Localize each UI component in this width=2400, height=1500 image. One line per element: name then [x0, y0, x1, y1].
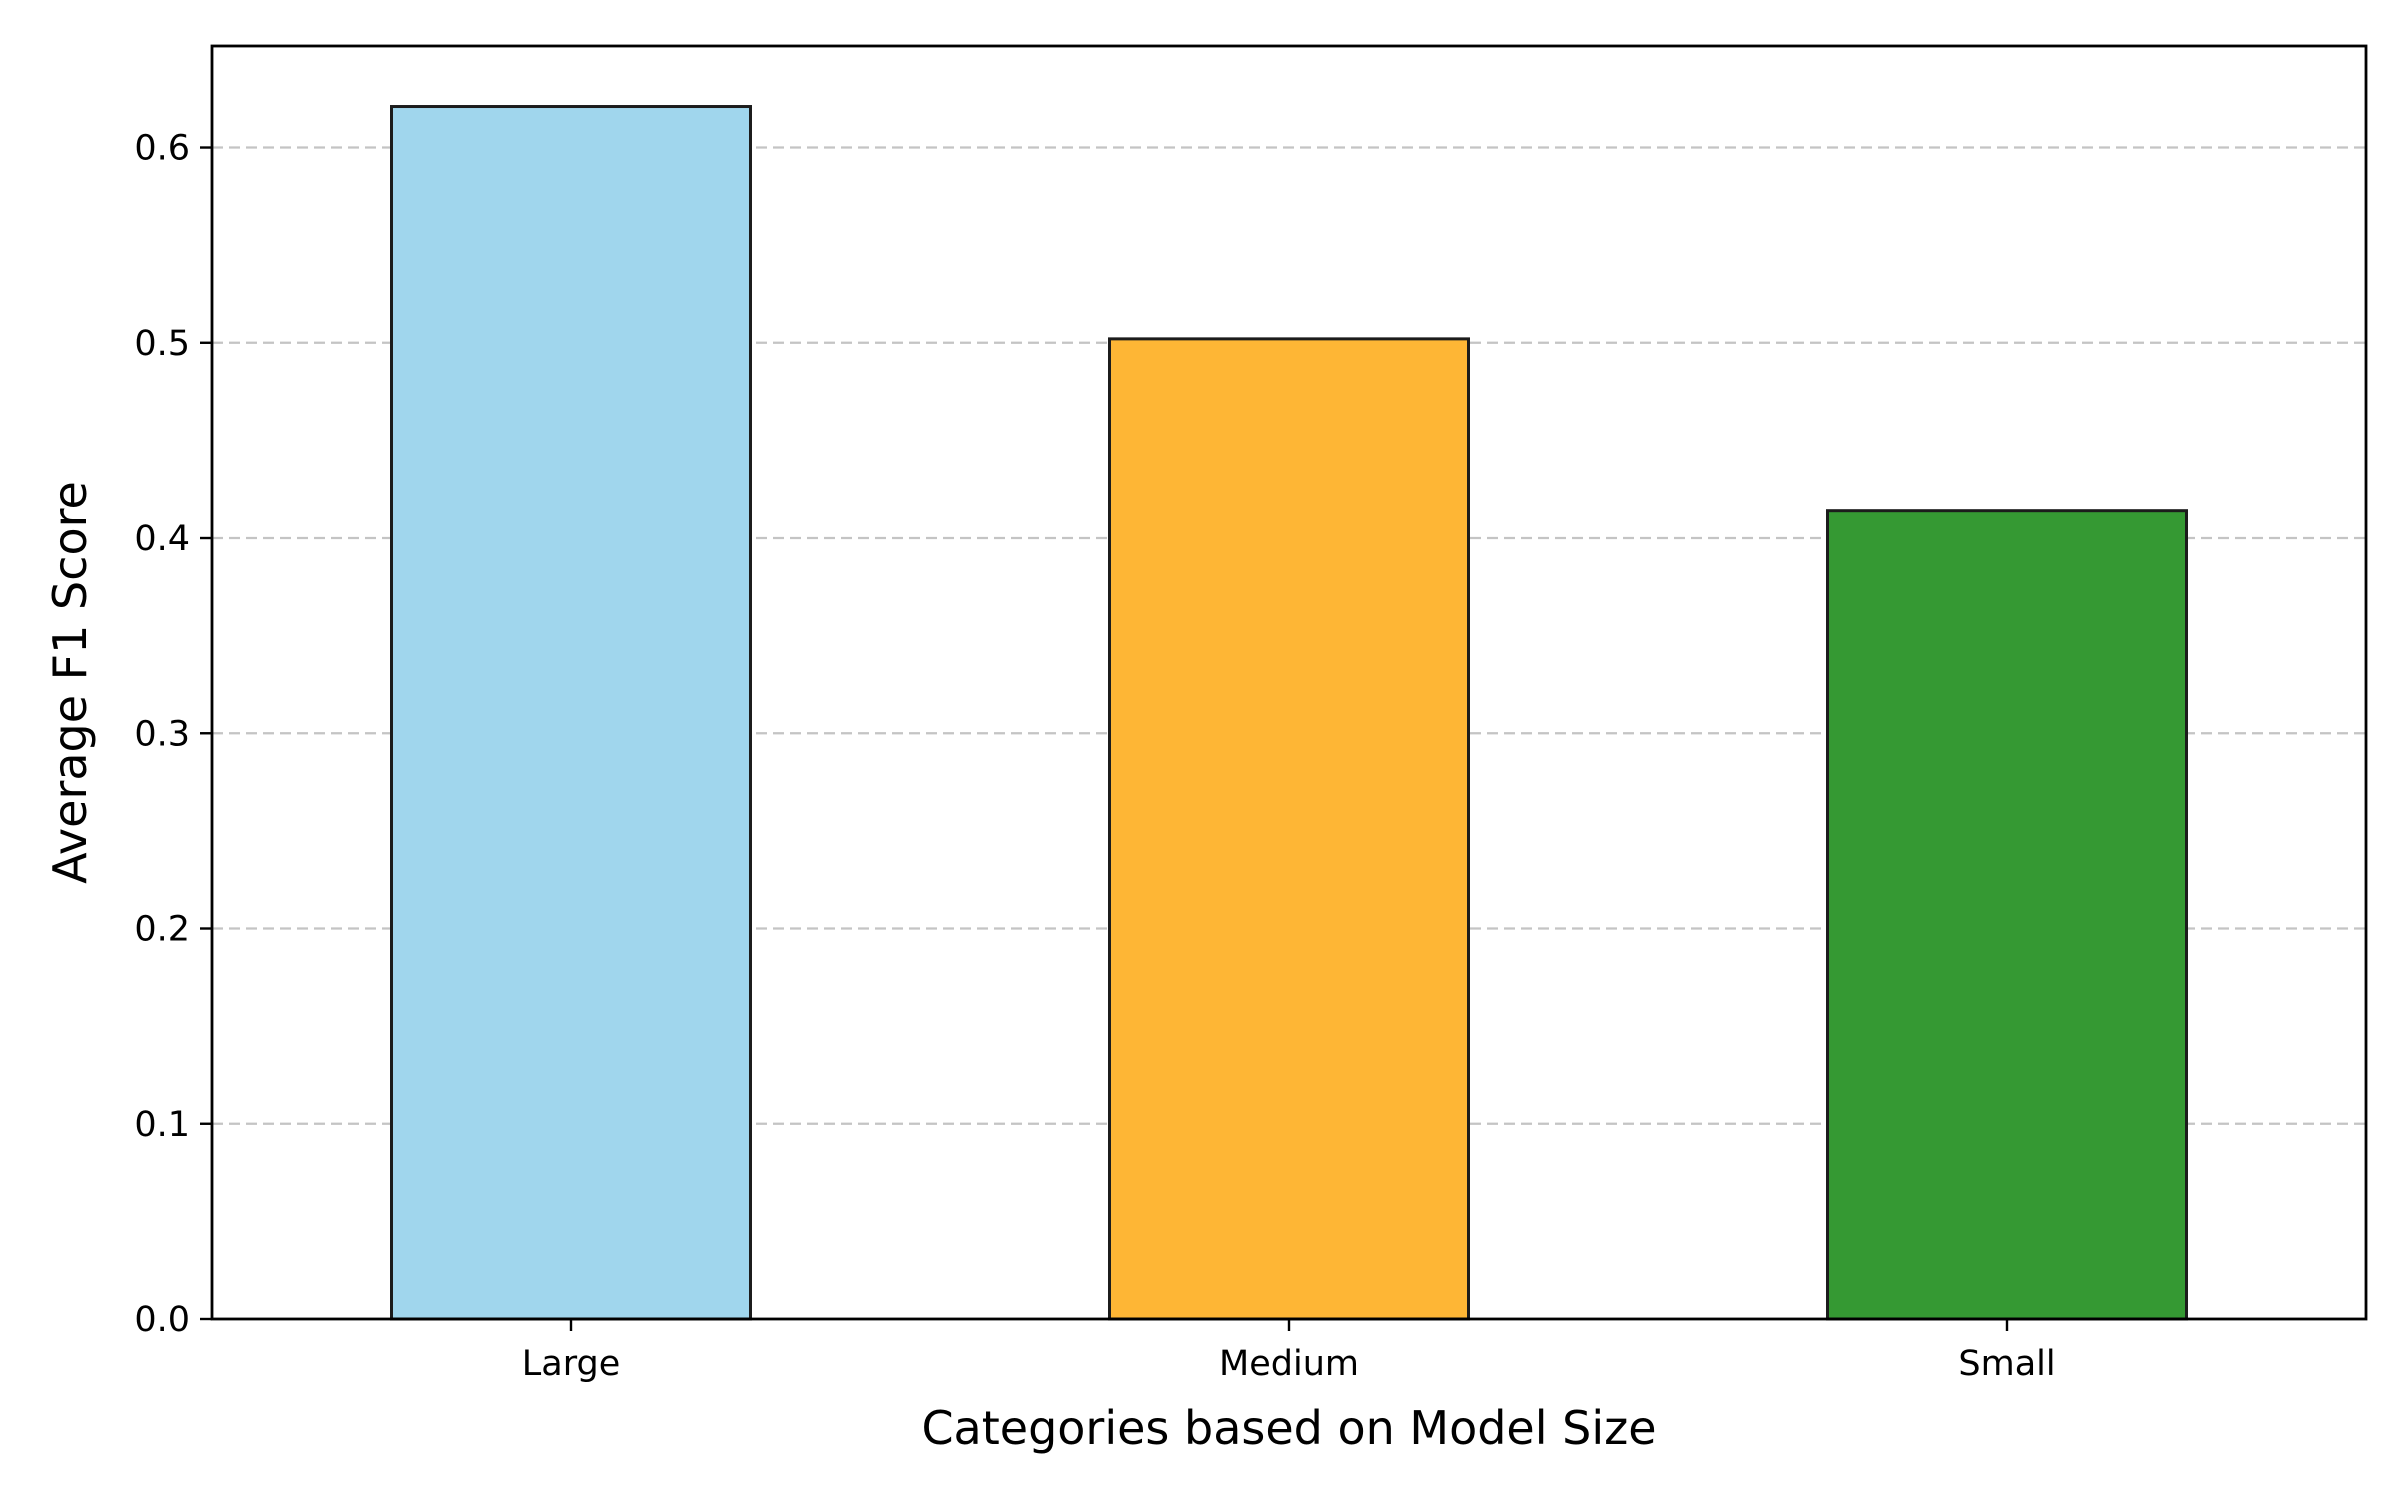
x-tick-label-large: Large — [522, 1344, 620, 1384]
x-tick-label-small: Small — [1958, 1344, 2055, 1384]
bars — [390, 105, 2188, 1321]
bar-large — [390, 105, 752, 1321]
y-tick-label-5: 0.5 — [134, 324, 190, 364]
y-tick-label-4: 0.4 — [134, 519, 190, 559]
y-tick-label-0: 0.0 — [134, 1300, 190, 1340]
bar-medium — [1108, 337, 1470, 1321]
y-tick-label-2: 0.2 — [134, 910, 190, 950]
x-axis-ticks: Large Medium Small — [522, 1319, 2056, 1384]
x-tick-label-medium: Medium — [1219, 1344, 1359, 1384]
x-axis-label: Categories based on Model Size — [921, 1401, 1656, 1455]
y-tick-label-6: 0.6 — [134, 129, 190, 169]
y-axis-ticks: 0.0 0.1 0.2 0.3 0.4 0.5 0.6 — [134, 129, 212, 1340]
bar-small — [1826, 509, 2188, 1321]
y-axis-label: Average F1 Score — [43, 481, 97, 884]
y-tick-label-1: 0.1 — [134, 1105, 190, 1145]
y-tick-label-3: 0.3 — [134, 714, 190, 754]
